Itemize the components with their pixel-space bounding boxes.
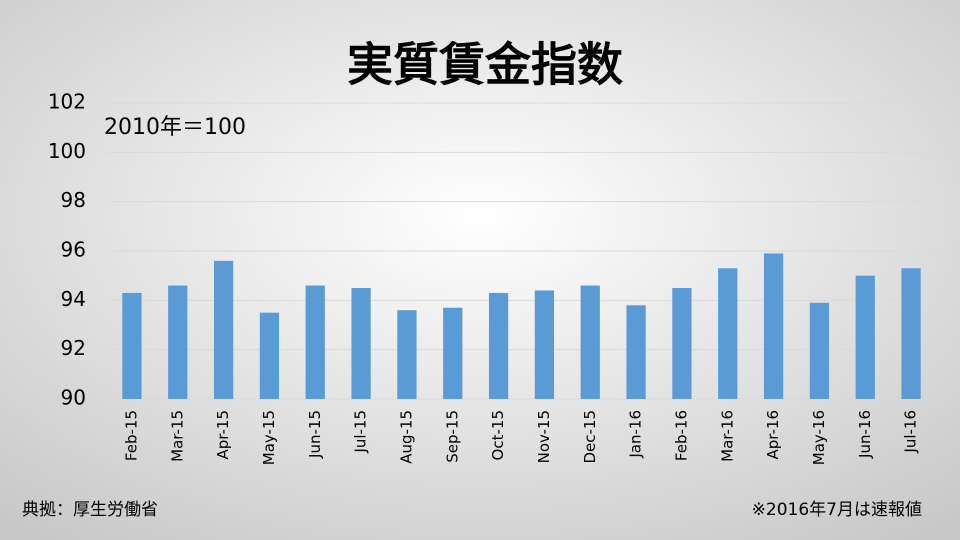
y-tick-label: 90 bbox=[61, 386, 86, 410]
y-tick-label: 94 bbox=[61, 287, 86, 311]
bar bbox=[672, 288, 692, 399]
bar bbox=[213, 260, 234, 399]
source: 典拠：厚生労働省 bbox=[22, 500, 158, 520]
x-tick-label: Jul-15 bbox=[352, 410, 370, 454]
bar bbox=[901, 268, 921, 399]
bar bbox=[259, 312, 280, 399]
bar bbox=[305, 285, 325, 399]
x-tick-label: Feb-15 bbox=[122, 410, 140, 461]
x-tick-label: Feb-16 bbox=[672, 410, 690, 461]
bar bbox=[168, 285, 188, 399]
x-tick-label: Apr-16 bbox=[764, 410, 782, 460]
x-tick-label: May-15 bbox=[260, 410, 278, 465]
x-tick-label: Mar-16 bbox=[718, 410, 736, 462]
bar bbox=[855, 275, 875, 399]
y-tick-label: 100 bbox=[48, 139, 86, 163]
bar bbox=[122, 292, 142, 399]
x-tick-label: Jun-15 bbox=[306, 410, 324, 459]
chart-title: 実質賃金指数 bbox=[347, 38, 623, 92]
y-tick-label: 96 bbox=[61, 238, 86, 262]
bar bbox=[580, 285, 600, 399]
bar bbox=[718, 268, 738, 399]
x-tick-label: Mar-15 bbox=[168, 410, 186, 462]
x-tick-label: Jul-16 bbox=[902, 410, 920, 454]
bar bbox=[351, 288, 371, 399]
bar bbox=[443, 307, 463, 399]
note: ※2016年7月は速報値 bbox=[752, 500, 922, 520]
x-tick-label: Oct-15 bbox=[489, 410, 507, 460]
annotation: 2010年＝100 bbox=[104, 115, 246, 140]
bar bbox=[488, 292, 509, 399]
bar bbox=[397, 310, 417, 399]
x-tick-label: Jan-16 bbox=[627, 410, 645, 459]
y-tick-label: 98 bbox=[61, 188, 86, 212]
bar bbox=[763, 253, 784, 399]
bar bbox=[626, 305, 646, 399]
bar bbox=[809, 302, 830, 399]
bar bbox=[534, 290, 555, 399]
x-tick-label: Sep-15 bbox=[443, 410, 461, 463]
x-tick-label: May-16 bbox=[810, 410, 828, 465]
y-tick-label: 102 bbox=[48, 90, 86, 114]
x-tick-label: Apr-15 bbox=[214, 410, 232, 460]
y-tick-label: 92 bbox=[61, 336, 86, 360]
x-tick-label: Aug-15 bbox=[397, 410, 415, 464]
x-tick-label: Dec-15 bbox=[581, 410, 599, 464]
x-tick-label: Nov-15 bbox=[535, 410, 553, 463]
x-tick-label: Jun-16 bbox=[856, 410, 874, 459]
